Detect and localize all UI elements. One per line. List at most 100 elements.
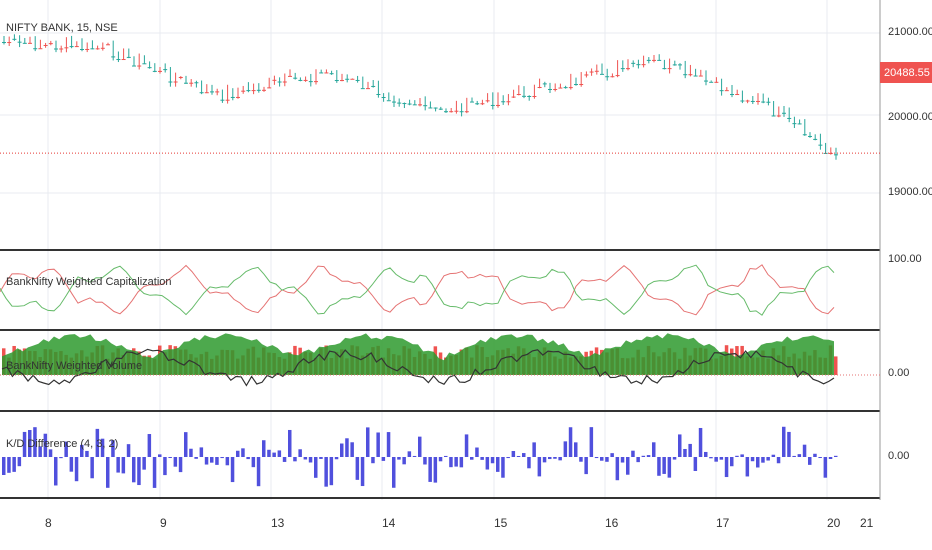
candle-body: [210, 91, 214, 93]
candle-body: [22, 42, 27, 44]
price-pane[interactable]: [0, 34, 880, 160]
kd-bar: [173, 457, 178, 467]
candle-body: [350, 78, 355, 80]
kd-bar: [392, 457, 396, 488]
candle-body: [802, 134, 807, 136]
candle-body: [298, 79, 303, 81]
kd-bar: [470, 457, 474, 460]
kd-bar: [220, 457, 224, 459]
kd-bar: [548, 457, 552, 460]
candle-body: [17, 41, 22, 43]
kd-bar: [563, 441, 568, 457]
candle-body: [7, 42, 12, 44]
candle-body: [324, 72, 329, 74]
capitalization-pane[interactable]: [0, 264, 835, 316]
kd-bar: [459, 457, 464, 468]
candle-body: [626, 68, 630, 70]
kd-bar: [350, 442, 354, 457]
capitalization-label[interactable]: BankNifty Weighted Capitalization: [6, 276, 172, 288]
kd-bar: [371, 457, 375, 464]
y-tick-pane4: 0.00: [888, 450, 909, 462]
y-tick-pane2: 100.00: [888, 253, 922, 265]
candle-body: [90, 48, 95, 50]
candle-body: [397, 102, 402, 104]
kd-bar: [85, 450, 89, 457]
candle-body: [568, 87, 573, 89]
kd-bar: [834, 455, 838, 457]
kd-bar: [116, 457, 120, 473]
candle-body: [620, 68, 625, 70]
kd-bar: [106, 457, 110, 488]
candle-body: [28, 42, 32, 44]
candle-body: [558, 87, 563, 89]
candle-body: [808, 135, 812, 137]
candle-body: [282, 81, 287, 83]
kd-bar: [750, 457, 755, 462]
volume-pane[interactable]: [0, 333, 880, 387]
kd-bar: [719, 457, 724, 460]
kd-bar: [360, 457, 365, 487]
candle-body: [678, 64, 682, 66]
candle-body: [59, 48, 64, 50]
candle-body: [314, 81, 318, 83]
volume-label[interactable]: BankNifty Weighted Volume: [6, 360, 143, 372]
candle-body: [194, 82, 199, 84]
kd-bar: [704, 451, 708, 457]
candle-body: [147, 67, 152, 69]
kd-bar: [818, 457, 822, 459]
candle-body: [594, 70, 599, 72]
kd-bar: [256, 457, 261, 487]
candle-body: [173, 81, 178, 83]
kd-bar: [438, 457, 443, 462]
candle-body: [600, 73, 604, 75]
candle-body: [293, 77, 298, 79]
candle-body: [2, 42, 6, 44]
kd-bar: [740, 454, 744, 457]
candle-body: [459, 111, 464, 113]
candle-body: [756, 100, 760, 102]
candle-body: [449, 111, 454, 113]
kd-bar: [215, 457, 219, 465]
kd-bar: [657, 457, 661, 476]
candle-body: [610, 76, 615, 78]
kd-bar: [522, 453, 526, 457]
kd-bar: [828, 457, 833, 460]
kd-bar: [43, 433, 48, 457]
kd-bar: [262, 440, 266, 457]
y-tick-19000: 19000.00: [888, 186, 932, 198]
x-tick-16: 16: [605, 516, 619, 530]
kd-bar: [802, 444, 807, 457]
kd-bar: [90, 457, 94, 479]
candle-body: [95, 48, 100, 50]
candle-body: [584, 74, 589, 76]
candle-body: [33, 48, 38, 50]
candle-body: [532, 95, 537, 97]
kd-bar: [59, 457, 63, 459]
y-tick-20000: 20000.00: [888, 111, 932, 123]
candle-body: [444, 111, 448, 113]
kd-bar: [74, 457, 79, 482]
symbol-title[interactable]: NIFTY BANK, 15, NSE: [6, 22, 118, 34]
candle-body: [12, 38, 17, 40]
kd-bar: [480, 457, 484, 460]
kd-difference-pane[interactable]: [2, 426, 838, 488]
candle-body: [137, 65, 142, 67]
x-tick-13: 13: [271, 516, 285, 530]
candle-body: [392, 101, 396, 103]
price-axis[interactable]: 21000.00 20000.00 19000.00 100.00 0.00 0…: [880, 26, 932, 462]
candle-body: [797, 123, 802, 125]
kd-bar: [787, 431, 791, 457]
kd-bar: [402, 457, 406, 465]
kd-bar: [496, 457, 500, 472]
kd-bar: [568, 427, 573, 457]
candle-body: [366, 88, 370, 90]
kd-bar: [272, 452, 276, 457]
time-axis[interactable]: 8 9 13 14 15 16 17 20 21: [45, 516, 874, 530]
candle-body: [80, 48, 84, 50]
candle-body: [126, 56, 131, 58]
candle-body: [272, 79, 277, 81]
kd-bar: [782, 426, 786, 457]
kd-label[interactable]: K/D Difference (4, 3, 2): [6, 438, 119, 450]
kd-bar: [355, 457, 360, 480]
